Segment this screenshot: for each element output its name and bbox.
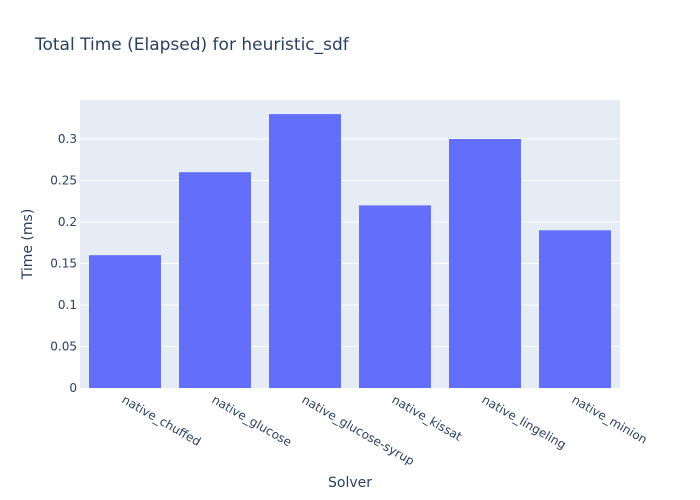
bar-native_kissat[interactable] xyxy=(359,205,431,388)
y-tick-label: 0 xyxy=(69,381,77,395)
y-axis-ticks: 0 0.05 0.1 0.15 0.2 0.25 0.3 xyxy=(50,132,77,395)
y-axis-title: Time (ms) xyxy=(20,209,36,281)
bar-native_lingeling[interactable] xyxy=(449,139,521,388)
bar-native_chuffed[interactable] xyxy=(89,255,161,388)
x-axis-title: Solver xyxy=(328,475,372,491)
y-tick-label: 0.1 xyxy=(58,298,77,312)
chart-title: Total Time (Elapsed) for heuristic_sdf xyxy=(34,35,350,55)
bar-native_glucose[interactable] xyxy=(179,172,251,388)
y-tick-label: 0.25 xyxy=(50,174,77,188)
gridlines xyxy=(80,138,620,348)
y-tick-label: 0.3 xyxy=(58,132,77,146)
y-tick-label: 0.15 xyxy=(50,257,77,271)
bar-native_glucose-syrup[interactable] xyxy=(269,114,341,389)
y-tick-label: 0.2 xyxy=(58,215,77,229)
bar-native_minion[interactable] xyxy=(539,230,611,388)
y-tick-label: 0.05 xyxy=(50,340,77,354)
plot-area xyxy=(80,100,620,388)
bars xyxy=(89,114,611,389)
